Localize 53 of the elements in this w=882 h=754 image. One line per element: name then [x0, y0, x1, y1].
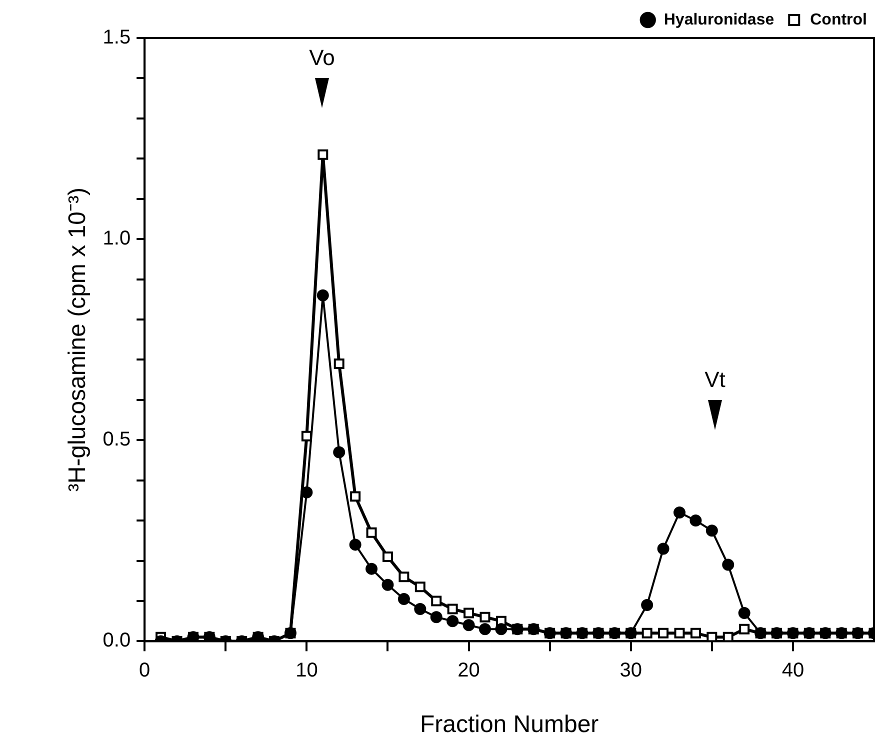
x-tick-label: 40 — [782, 660, 804, 682]
point — [657, 542, 670, 555]
annotation: Vo — [309, 45, 335, 70]
point — [641, 599, 654, 612]
point — [690, 628, 701, 638]
point — [658, 628, 669, 638]
point — [398, 592, 410, 605]
legend-label: Hyaluronidase — [664, 11, 774, 28]
y-tick-label: 0.0 — [102, 630, 131, 652]
point — [706, 524, 718, 537]
point — [673, 506, 686, 519]
point — [706, 632, 718, 642]
point — [350, 491, 361, 502]
point — [690, 514, 702, 527]
annotation: Vt — [704, 367, 726, 392]
y-tick-label: 1.5 — [102, 26, 131, 49]
point — [462, 619, 475, 632]
x-tick-label: 30 — [620, 660, 642, 682]
point — [447, 604, 458, 614]
point — [478, 623, 491, 636]
point — [738, 607, 750, 620]
x-axis-title: Fraction Number — [420, 711, 599, 738]
point — [739, 624, 750, 634]
point — [318, 149, 328, 160]
point — [333, 446, 346, 458]
point — [366, 527, 377, 538]
x-tick-label: 20 — [458, 660, 480, 682]
x-tick-label: 0 — [139, 660, 150, 682]
point — [414, 582, 426, 592]
point — [334, 358, 344, 369]
point — [300, 486, 313, 498]
x-tick-label: 10 — [296, 660, 318, 682]
point — [495, 623, 508, 636]
point — [430, 611, 442, 624]
point — [431, 596, 442, 606]
point — [674, 628, 685, 638]
point — [722, 632, 734, 642]
point — [722, 558, 734, 571]
point — [382, 552, 393, 562]
point — [414, 603, 426, 616]
point — [642, 628, 652, 638]
y-axis-title: ³H-glucosamine (cpm x 10⁻³) — [64, 188, 92, 492]
point — [398, 572, 410, 582]
point — [446, 615, 459, 628]
point — [464, 608, 474, 618]
point — [316, 289, 329, 302]
y-tick-label: 0.5 — [102, 428, 131, 451]
point — [349, 538, 362, 551]
y-tick-label: 1.0 — [102, 228, 131, 250]
point — [382, 578, 394, 591]
point — [366, 562, 378, 575]
point — [480, 612, 490, 622]
legend-label: Control — [810, 11, 867, 28]
